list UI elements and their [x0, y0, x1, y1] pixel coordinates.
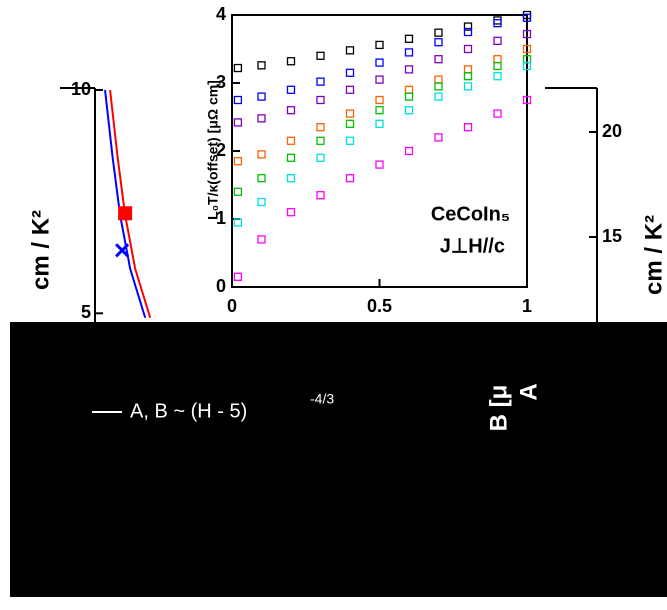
- x-tick-label: 1: [522, 296, 532, 316]
- x-tick-label: 0: [227, 296, 237, 316]
- y2-axis-label: cm / K²: [640, 215, 667, 295]
- y-tick-label: 1: [216, 208, 226, 228]
- point: [316, 123, 325, 132]
- y-tick-label: 5: [81, 302, 91, 322]
- x-tick-label: 0.5: [367, 296, 392, 316]
- point: [375, 95, 384, 105]
- point: [316, 77, 325, 86]
- side-label: B [μ: [485, 385, 512, 432]
- dark-region: [10, 322, 667, 597]
- point: [233, 157, 243, 166]
- annotation: A, B ~ (H - 5): [130, 400, 247, 422]
- point: [493, 61, 502, 71]
- marker: [115, 243, 130, 258]
- y-tick-label: 4: [216, 4, 226, 24]
- point: [434, 92, 443, 101]
- point: [257, 92, 266, 101]
- point: [375, 119, 384, 128]
- point: [286, 136, 296, 145]
- point: [404, 34, 414, 43]
- y-axis-label: cm / K²: [27, 210, 54, 290]
- point: [493, 72, 502, 81]
- point: [257, 150, 266, 159]
- y2-tick-label: 15: [602, 226, 622, 246]
- y2-tick-label: 20: [602, 121, 622, 141]
- point: [316, 136, 325, 145]
- inset-background: [205, 0, 545, 322]
- point: [257, 235, 266, 244]
- point: [345, 136, 355, 145]
- point: [345, 46, 355, 55]
- point: [375, 160, 384, 169]
- point: [233, 63, 243, 73]
- point: [522, 95, 532, 105]
- point: [233, 187, 243, 196]
- point: [316, 95, 325, 105]
- point: [522, 13, 532, 22]
- point: [316, 153, 325, 162]
- point: [286, 208, 296, 217]
- point: [493, 19, 502, 28]
- point: [345, 68, 355, 77]
- point: [404, 106, 414, 115]
- point: [522, 61, 532, 71]
- point: [233, 95, 243, 105]
- point: [345, 174, 355, 183]
- annotation: CeCoIn₅: [431, 203, 510, 225]
- point: [404, 92, 414, 101]
- point: [257, 114, 266, 123]
- annotation-exponent: -4/3: [310, 391, 334, 407]
- point: [434, 28, 443, 37]
- point: [375, 58, 384, 67]
- point: [345, 85, 355, 94]
- point: [522, 29, 532, 39]
- point: [463, 22, 473, 31]
- point: [375, 106, 384, 115]
- point: [404, 48, 414, 57]
- point: [345, 109, 355, 118]
- point: [345, 119, 355, 128]
- point: [434, 55, 443, 64]
- point: [463, 82, 473, 91]
- point: [233, 272, 243, 281]
- point: [404, 65, 414, 74]
- point: [316, 51, 325, 60]
- point: [286, 106, 296, 115]
- point: [493, 36, 502, 45]
- point: [434, 133, 443, 142]
- point: [404, 146, 414, 156]
- point: [434, 38, 443, 47]
- point: [233, 118, 243, 127]
- point: [286, 153, 296, 162]
- point: [463, 123, 473, 132]
- point: [286, 85, 296, 94]
- point: [463, 27, 473, 37]
- point: [257, 197, 266, 207]
- side-label: A: [515, 383, 542, 400]
- y-tick-label: 10: [71, 79, 91, 99]
- point: [286, 57, 296, 66]
- point: [375, 40, 384, 50]
- y-tick-label: 2: [216, 140, 226, 160]
- point: [316, 191, 325, 200]
- point: [257, 174, 266, 183]
- point: [286, 174, 296, 183]
- point: [493, 109, 502, 118]
- y-tick-label: 3: [216, 72, 226, 92]
- point: [463, 44, 473, 54]
- point: [522, 44, 532, 54]
- annotation: J⊥H//c: [440, 235, 505, 257]
- point: [257, 61, 266, 70]
- y-axis-label: L₀T/κ(offset) [μΩ cm]: [205, 80, 221, 220]
- marker: [118, 206, 133, 221]
- point: [233, 218, 243, 227]
- point: [434, 82, 443, 91]
- point: [463, 72, 473, 81]
- point: [375, 75, 384, 84]
- y-tick-label: 0: [216, 276, 226, 296]
